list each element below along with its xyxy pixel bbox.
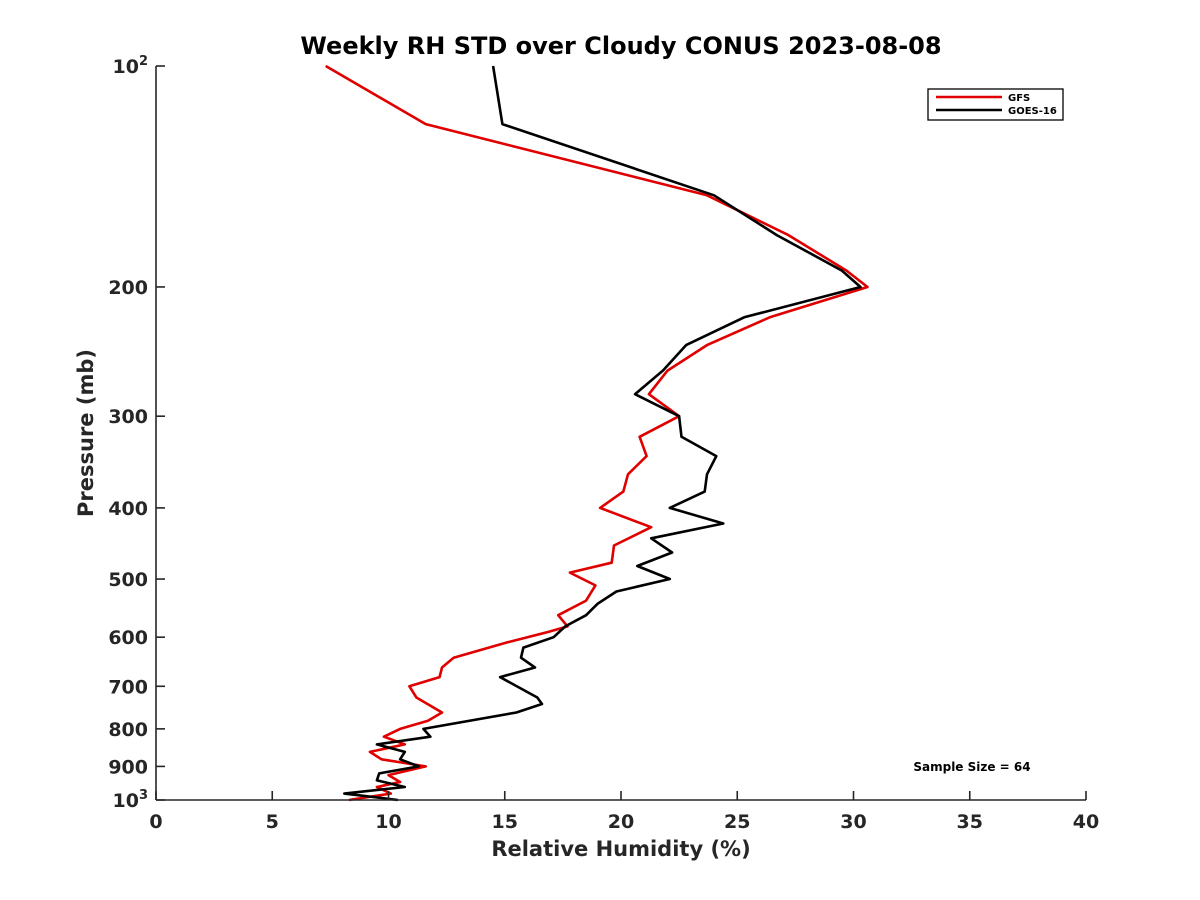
x-tick-label: 40 <box>1073 811 1099 833</box>
y-tick-label: 400 <box>108 498 148 520</box>
x-tick-label: 20 <box>608 811 634 833</box>
x-tick-label: 25 <box>724 811 750 833</box>
chart-title: Weekly RH STD over Cloudy CONUS 2023-08-… <box>300 32 941 60</box>
y-tick-label: 300 <box>108 406 148 428</box>
x-axis-ticks: 0 5 10 15 20 25 30 35 40 <box>149 791 1099 833</box>
legend: GFS GOES-16 <box>927 88 1064 121</box>
y-tick-label: 700 <box>108 676 148 698</box>
x-tick-label: 30 <box>840 811 866 833</box>
x-tick-label: 5 <box>266 811 279 833</box>
x-tick-label: 15 <box>492 811 518 833</box>
series-line-goes-16 <box>342 65 862 802</box>
sample-size-annotation: Sample Size = 64 <box>913 760 1030 774</box>
series-layer <box>325 64 869 802</box>
y-tick-label: 500 <box>108 569 148 591</box>
legend-box <box>927 88 1064 121</box>
y-tick-label: 800 <box>108 719 148 741</box>
x-tick-label: 10 <box>375 811 401 833</box>
y-tick-label: 900 <box>108 756 148 778</box>
plot-area <box>156 66 1086 800</box>
y-tick-label: 600 <box>108 627 148 649</box>
y-tick-label: 200 <box>108 277 148 299</box>
x-tick-label: 35 <box>957 811 983 833</box>
series-line-gfs <box>325 64 869 802</box>
legend-label-goes-16: GOES-16 <box>1008 106 1057 117</box>
legend-label-gfs: GFS <box>1008 93 1030 104</box>
y-axis-label: Pressure (mb) <box>74 349 98 517</box>
x-tick-label: 0 <box>149 811 162 833</box>
x-axis-label: Relative Humidity (%) <box>491 837 750 861</box>
